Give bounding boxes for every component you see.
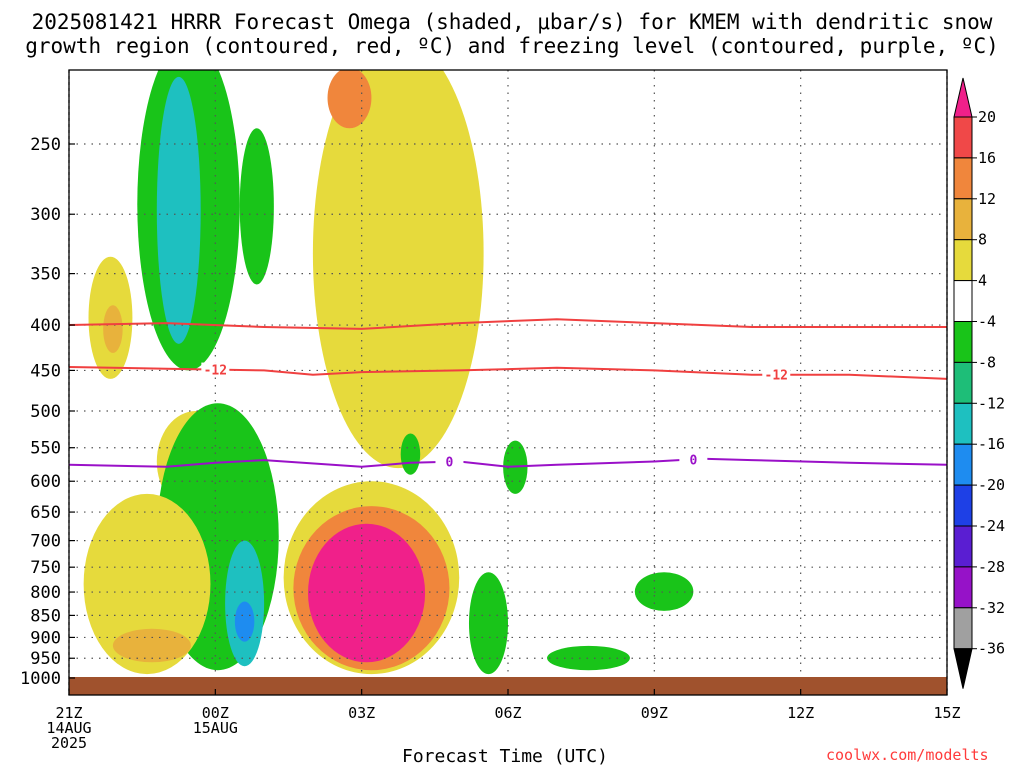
y-tick-label-600: 600 — [30, 472, 61, 492]
omega-region-17 — [400, 433, 421, 475]
colorbar-top-arrow — [953, 77, 973, 118]
contour-label-bg-1-1 — [762, 367, 791, 382]
contour-line-0 — [69, 318, 947, 330]
y-tick-label-300: 300 — [30, 205, 61, 225]
y-tick-label-1000: 1000 — [20, 669, 61, 689]
y-tick-label-650: 650 — [30, 503, 61, 523]
omega-shading — [83, 70, 694, 675]
x-tick-label-0-2: 2025 — [51, 734, 87, 752]
y-tick-label-350: 350 — [30, 265, 61, 285]
source-credit: coolwx.com/modelts — [826, 746, 989, 764]
x-tick-label-9-0: 06Z — [494, 704, 521, 722]
colorbar-box-6 — [953, 321, 973, 363]
colorbar-label-4: 4 — [978, 272, 987, 290]
omega-region-6 — [103, 305, 123, 353]
y-tick-label-250: 250 — [30, 135, 61, 155]
colorbar-box-12 — [953, 566, 973, 609]
y-tick-label-400: 400 — [30, 316, 61, 336]
y-tick-label-500: 500 — [30, 402, 61, 422]
omega-region-15 — [83, 493, 211, 675]
x-tick-label-3-0: 00Z — [202, 704, 229, 722]
colorbar-label-5: -4 — [978, 313, 996, 331]
chart-title-line-1: 2025081421 HRRR Forecast Omega (shaded, … — [31, 10, 993, 34]
colorbar-label-7: -12 — [978, 394, 1005, 412]
ground-strip — [69, 677, 947, 695]
x-axis-label: Forecast Time (UTC) — [402, 746, 608, 767]
colorbar-box-3 — [953, 198, 973, 241]
y-tick-label-550: 550 — [30, 439, 61, 459]
x-tick-label-6-0: 03Z — [348, 704, 375, 722]
x-tick-label-18-0: 15Z — [933, 704, 960, 722]
contour-label-1-1: -12 — [765, 369, 788, 384]
y-tick-label-850: 850 — [30, 606, 61, 626]
x-tick-label-12-0: 09Z — [641, 704, 668, 722]
colorbar-box-11 — [953, 525, 973, 568]
y-tick-label-800: 800 — [30, 583, 61, 603]
omega-region-14 — [308, 523, 426, 663]
colorbar-box-4 — [953, 239, 973, 282]
colorbar-box-2 — [953, 157, 973, 200]
omega-region-21 — [634, 572, 694, 611]
colorbar-box-13 — [953, 607, 973, 650]
x-tick-label-3-1: 15AUG — [193, 719, 238, 737]
colorbar-label-3: 8 — [978, 231, 987, 249]
colorbar-label-13: -36 — [978, 640, 1005, 658]
y-axis: 2503003504004505005506006507007508008509… — [20, 135, 75, 689]
chart-title-line-2: growth region (contoured, red, ºC) and f… — [25, 34, 999, 58]
omega-region-4 — [327, 70, 372, 129]
colorbar-label-12: -32 — [978, 599, 1005, 617]
contour-label-bg-2-1 — [679, 452, 708, 467]
colorbar-box-8 — [953, 402, 973, 445]
y-tick-label-750: 750 — [30, 558, 61, 578]
y-tick-label-900: 900 — [30, 628, 61, 648]
colorbar-label-2: 12 — [978, 190, 996, 208]
colorbar-label-0: 20 — [978, 108, 996, 126]
colorbar-label-8: -16 — [978, 435, 1005, 453]
colorbar-box-9 — [953, 443, 973, 486]
omega-region-16 — [112, 628, 191, 663]
omega-region-3 — [312, 70, 484, 469]
y-tick-label-450: 450 — [30, 361, 61, 381]
contour-label-bg-1-0 — [201, 362, 230, 377]
x-tick-label-15-0: 12Z — [787, 704, 814, 722]
omega-region-2 — [239, 128, 274, 285]
y-tick-label-700: 700 — [30, 532, 61, 552]
contour-line-1 — [69, 366, 947, 380]
omega-region-1 — [156, 76, 201, 344]
ground-surface — [69, 677, 947, 695]
contour-label-2-0: 0 — [446, 456, 454, 471]
contour-line-2 — [69, 457, 947, 468]
colorbar: 20 16 12 8 4 -4 -8 -12 -16 -20 -24 -28 -32 -36 — [953, 77, 1005, 689]
contour-label-bg-2-0 — [435, 454, 464, 469]
colorbar-label-9: -20 — [978, 476, 1005, 494]
colorbar-box-10 — [953, 484, 973, 527]
colorbar-box-5 — [953, 280, 973, 323]
x-tick-label-0-0: 21Z — [55, 704, 82, 722]
omega-region-18 — [468, 572, 508, 675]
y-tick-label-950: 950 — [30, 649, 61, 669]
colorbar-box-7 — [953, 361, 973, 404]
omega-region-11 — [234, 601, 255, 642]
contour-labels: -12 -12 0 0 — [201, 362, 791, 471]
x-tick-label-0-1: 14AUG — [46, 719, 91, 737]
colorbar-label-10: -24 — [978, 517, 1005, 535]
contour-label-2-1: 0 — [689, 453, 697, 468]
colorbar-label-6: -8 — [978, 353, 996, 371]
omega-region-20 — [547, 645, 630, 671]
colorbar-label-11: -28 — [978, 558, 1005, 576]
colorbar-bottom-arrow — [953, 648, 973, 689]
colorbar-box-1 — [953, 116, 973, 159]
contour-label-1-0: -12 — [204, 364, 227, 379]
colorbar-label-1: 16 — [978, 149, 996, 167]
